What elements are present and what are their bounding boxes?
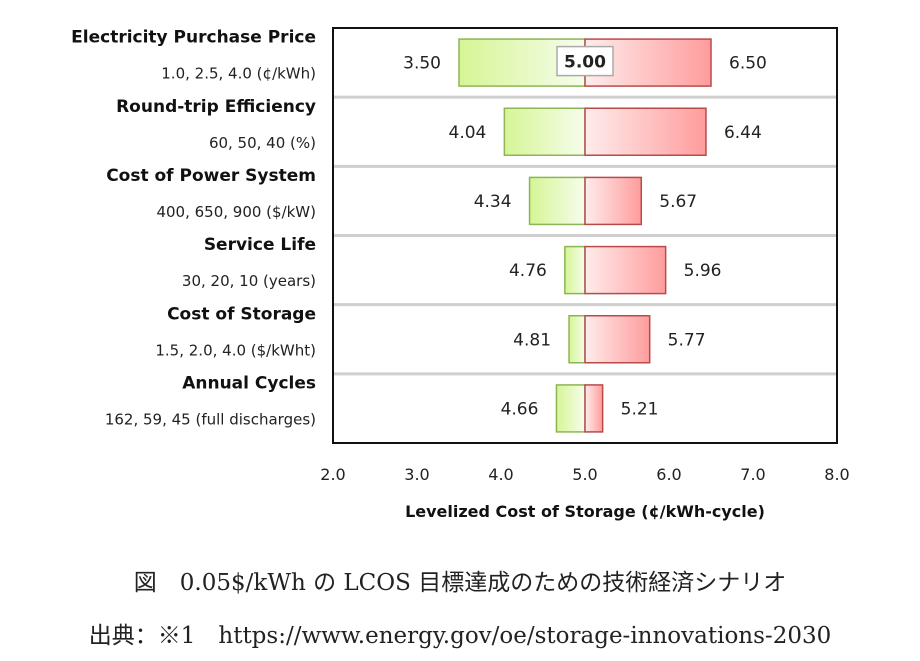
x-axis-title: Levelized Cost of Storage (¢/kWh-cycle) [405,502,765,521]
low-value-label: 3.50 [403,54,441,74]
category-scenario: 162, 59, 45 (full discharges) [105,410,316,428]
category-name: Cost of Power System [106,166,316,186]
high-value-label: 5.96 [684,261,722,281]
x-tick-label: 3.0 [404,465,429,484]
x-tick-label: 6.0 [656,465,681,484]
category-scenario: 1.0, 2.5, 4.0 (¢/kWh) [161,65,316,83]
high-bar [585,247,666,294]
x-tick-label: 5.0 [572,465,597,484]
category-name: Cost of Storage [167,304,316,324]
category-scenario: 60, 50, 40 (%) [209,134,316,152]
high-bar [585,108,706,155]
high-value-label: 6.44 [724,123,762,143]
high-value-label: 6.50 [729,54,767,74]
x-tick-label: 2.0 [320,465,345,484]
low-bar [556,385,585,432]
high-bar [585,177,641,224]
source-caption: 出典：※1 https://www.energy.gov/oe/storage-… [89,623,831,649]
category-name: Annual Cycles [182,373,316,393]
baseline-value-label: 5.00 [564,53,606,73]
low-value-label: 4.76 [509,261,547,281]
category-name: Round-trip Efficiency [116,97,316,117]
x-tick-label: 8.0 [824,465,849,484]
category-name: Electricity Purchase Price [71,28,316,48]
high-bar [585,385,603,432]
category-scenario: 400, 650, 900 ($/kW) [156,203,316,221]
low-value-label: 4.34 [474,192,512,212]
tornado-chart: 3.50 6.50 Electricity Purchase Price 1.0, 2… [0,0,920,661]
low-bar [530,177,585,224]
category-name: Service Life [204,235,316,255]
low-bar [504,108,585,155]
low-bar [569,316,585,363]
high-value-label: 5.77 [668,330,706,350]
figure-caption: 図 0.05$/kWh の LCOS 目標達成のための技術経済シナリオ [134,570,786,596]
category-scenario: 1.5, 2.0, 4.0 ($/kWht) [155,341,316,359]
high-value-label: 5.67 [659,192,697,212]
low-value-label: 4.66 [501,399,539,419]
low-value-label: 4.81 [513,330,551,350]
x-tick-label: 7.0 [740,465,765,484]
low-bar [565,247,585,294]
high-value-label: 5.21 [621,399,659,419]
category-scenario: 30, 20, 10 (years) [182,272,316,290]
low-value-label: 4.04 [449,123,487,143]
high-bar [585,316,650,363]
x-tick-label: 4.0 [488,465,513,484]
